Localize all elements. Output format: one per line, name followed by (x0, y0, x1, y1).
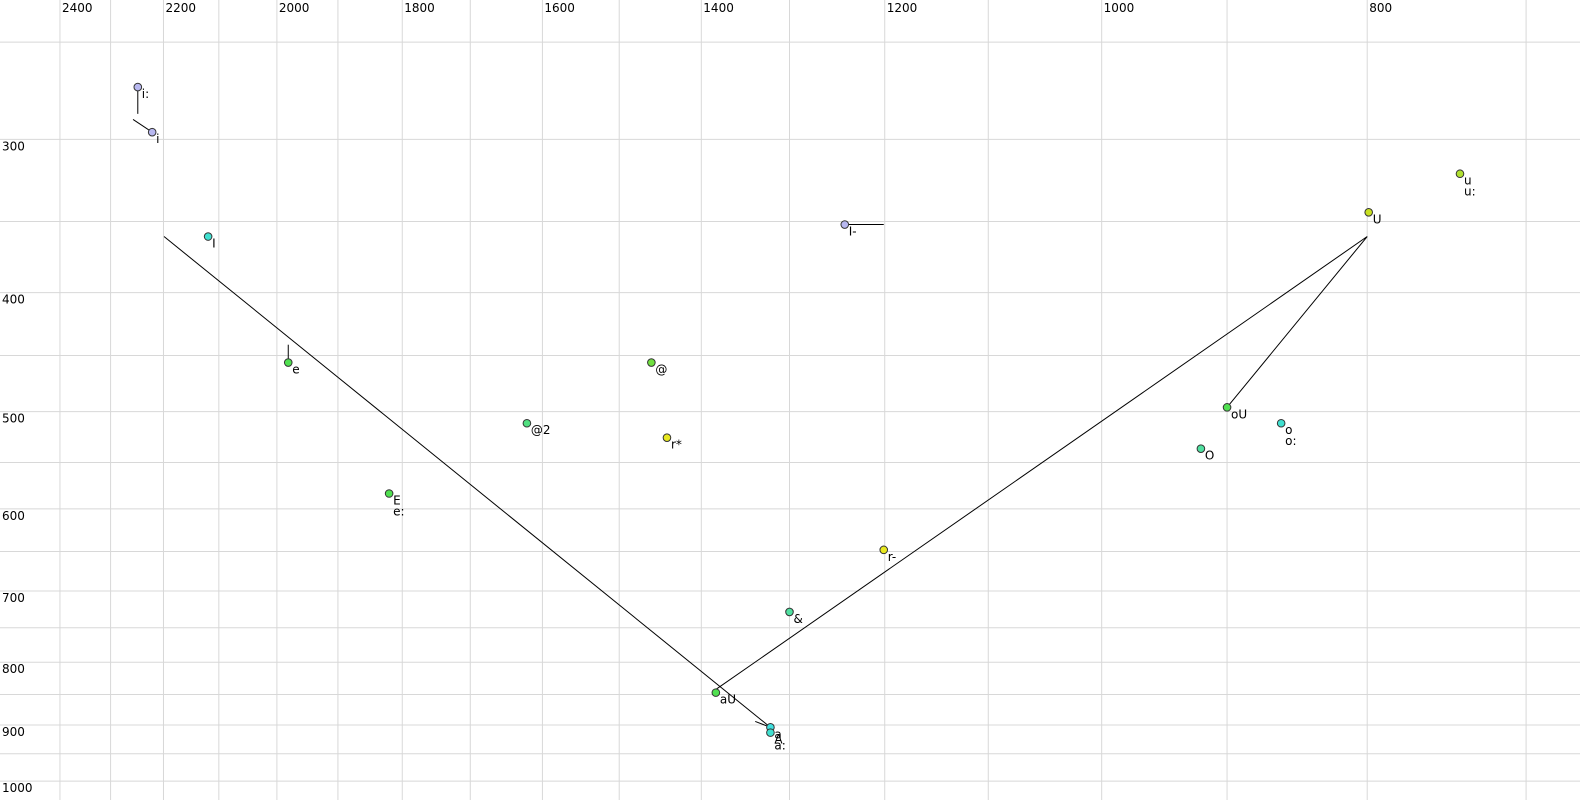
y-tick-label: 800 (2, 662, 25, 676)
vowel-point (384, 489, 394, 498)
y-tick-label: 1000 (2, 781, 33, 795)
vowel-point (662, 433, 672, 442)
y-tick-label: 400 (2, 293, 25, 307)
vowel-label: e (292, 363, 299, 377)
vowel-point (1222, 403, 1232, 412)
vowel-label: I (212, 237, 216, 251)
x-tick-label: 2400 (62, 1, 93, 15)
vowel-point (840, 220, 850, 229)
vowel-point (283, 358, 293, 367)
vowel-point (879, 545, 889, 555)
vowel-point (1455, 169, 1465, 179)
vowel-label: @2 (531, 423, 551, 437)
vowel-label: i: (142, 87, 149, 101)
vowel-label: @ (655, 363, 667, 377)
vowel-point (711, 688, 721, 697)
vowel-point (133, 82, 143, 92)
vowel-point (1364, 207, 1373, 217)
vowel-point (785, 607, 794, 617)
x-tick-label: 1800 (404, 1, 435, 15)
vowel-label: O (1205, 449, 1214, 463)
x-tick-label: 800 (1369, 1, 1392, 15)
vowel-label: aU (720, 693, 736, 707)
trajectory (715, 236, 1368, 690)
vowel-point (1196, 444, 1206, 454)
vowel-label: I- (849, 225, 857, 239)
vowel-point (1276, 418, 1286, 428)
vowel-point (147, 127, 157, 137)
vowel-label: oU (1231, 407, 1247, 421)
x-tick-label: 1200 (887, 1, 918, 15)
x-tick-label: 1600 (544, 1, 575, 15)
vowel-label: a (774, 727, 781, 741)
vowel-label: e: (393, 505, 404, 519)
vowel-label: a: (774, 738, 785, 752)
y-tick-label: 900 (2, 725, 25, 739)
vowel-label: o (1285, 423, 1292, 437)
vowel-label: i (156, 132, 159, 146)
vowel-label: o: (1285, 434, 1296, 448)
x-tick-label: 2200 (165, 1, 196, 15)
vowel-label: u (1464, 174, 1472, 188)
vowel-label: U (1373, 212, 1382, 226)
vowel-point (203, 232, 213, 241)
y-tick-label: 500 (2, 412, 25, 426)
x-tick-label: 1400 (703, 1, 734, 15)
vowel-label: r* (671, 438, 682, 452)
vowel-label: u: (1464, 185, 1476, 199)
vowel-label: A (774, 733, 783, 747)
vowel-point (647, 358, 656, 367)
vowel-label: & (793, 612, 802, 626)
x-tick-label: 1000 (1104, 1, 1135, 15)
trajectory (163, 236, 771, 728)
vowel-label: E (393, 494, 401, 508)
y-tick-label: 300 (2, 139, 25, 153)
x-tick-label: 2000 (279, 1, 310, 15)
vowel-point (766, 728, 775, 737)
y-tick-label: 600 (2, 509, 25, 523)
vowel-label: r- (888, 550, 897, 564)
vowel-point (522, 418, 532, 428)
y-tick-label: 700 (2, 591, 25, 605)
